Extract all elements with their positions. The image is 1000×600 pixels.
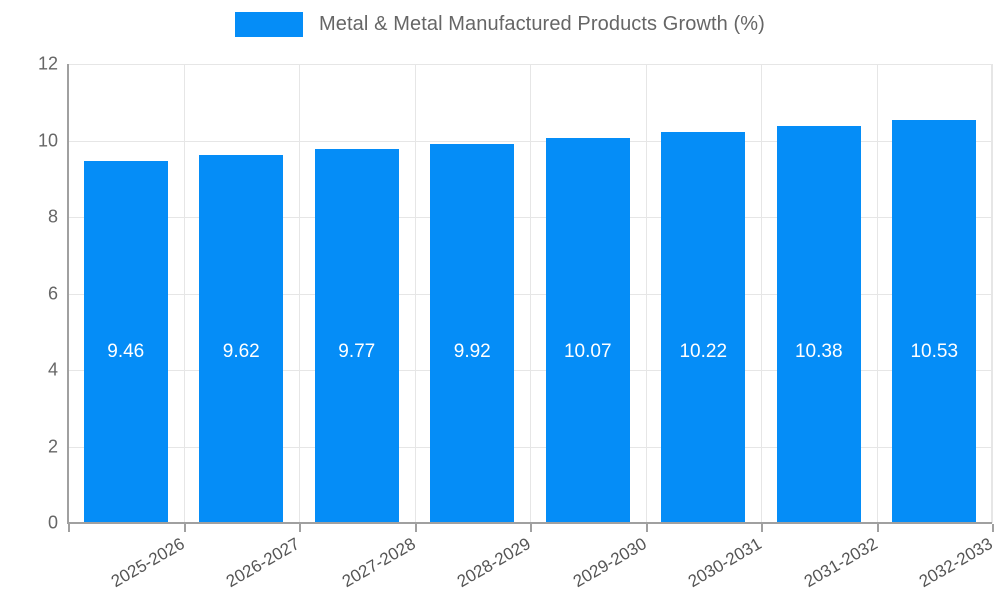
x-axis-tick-mark xyxy=(877,524,879,532)
y-axis-tick-label: 10 xyxy=(37,130,58,150)
y-axis-tick-label: 0 xyxy=(47,512,58,533)
gridline-vertical xyxy=(530,64,531,523)
x-axis-tick-label: 2028-2029 xyxy=(453,534,534,592)
bar[interactable] xyxy=(661,132,746,523)
bar-value-label: 10.22 xyxy=(679,341,728,362)
x-axis-tick-label: 2027-2028 xyxy=(338,534,419,592)
gridline-vertical xyxy=(761,64,762,523)
x-axis-tick-label: 2032-2033 xyxy=(915,534,996,592)
y-axis-tick-label: 2 xyxy=(47,436,58,456)
bar-value-label: 10.38 xyxy=(794,341,843,362)
gridline-vertical xyxy=(992,64,993,523)
x-axis-tick-mark xyxy=(415,524,417,532)
gridline-vertical xyxy=(184,64,185,523)
x-axis-tick-mark xyxy=(68,524,70,532)
gridline-vertical xyxy=(415,64,416,523)
bar[interactable] xyxy=(892,120,977,523)
x-axis-tick-mark xyxy=(761,524,763,532)
bar[interactable] xyxy=(199,155,284,523)
x-axis-line xyxy=(67,522,992,524)
bar-value-label: 9.62 xyxy=(222,341,260,362)
bar[interactable] xyxy=(776,125,861,523)
x-axis-tick-label: 2031-2032 xyxy=(800,534,881,592)
gridline-vertical xyxy=(877,64,878,523)
bar[interactable] xyxy=(545,137,630,523)
bar[interactable] xyxy=(314,149,399,523)
x-axis-tick-mark xyxy=(530,524,532,532)
y-axis-tick-label: 6 xyxy=(47,283,58,303)
y-axis-tick-label: 8 xyxy=(47,206,58,227)
legend-item-metal-growth[interactable]: Metal & Metal Manufactured Products Grow… xyxy=(235,12,765,37)
legend-color-swatch-icon xyxy=(235,12,304,37)
bar-value-label: 10.53 xyxy=(910,341,959,362)
bar-value-label: 10.07 xyxy=(563,341,612,362)
x-axis-tick-label: 2026-2027 xyxy=(222,534,303,592)
x-axis-tick-label: 2029-2030 xyxy=(569,534,650,592)
legend-item-label: Metal & Metal Manufactured Products Grow… xyxy=(319,13,765,35)
bar-value-label: 9.46 xyxy=(107,341,145,362)
x-axis-tick-mark xyxy=(992,524,994,532)
y-axis-line xyxy=(67,64,69,524)
y-axis-tick-label: 12 xyxy=(37,53,58,74)
gridline-vertical xyxy=(299,64,300,523)
bar-value-label: 9.92 xyxy=(453,341,491,362)
bar[interactable] xyxy=(83,161,168,523)
x-axis-tick-mark xyxy=(299,524,301,532)
bar[interactable] xyxy=(430,143,515,523)
x-axis-tick-label: 2025-2026 xyxy=(107,534,188,592)
x-axis-tick-mark xyxy=(646,524,648,532)
chart-legend: Metal & Metal Manufactured Products Grow… xyxy=(0,12,1000,37)
plot-area: 9.46 9.62 9.77 9.92 10.07 10.22 10.38 10.53 xyxy=(68,64,993,524)
y-axis-tick-label: 4 xyxy=(47,359,58,380)
y-axis-tick-labels: 0 2 4 6 8 10 12 xyxy=(0,0,58,600)
x-axis-tick-mark xyxy=(184,524,186,532)
bar-value-label: 9.77 xyxy=(338,341,376,362)
x-axis-tick-label: 2030-2031 xyxy=(684,534,765,592)
gridline-vertical xyxy=(646,64,647,523)
